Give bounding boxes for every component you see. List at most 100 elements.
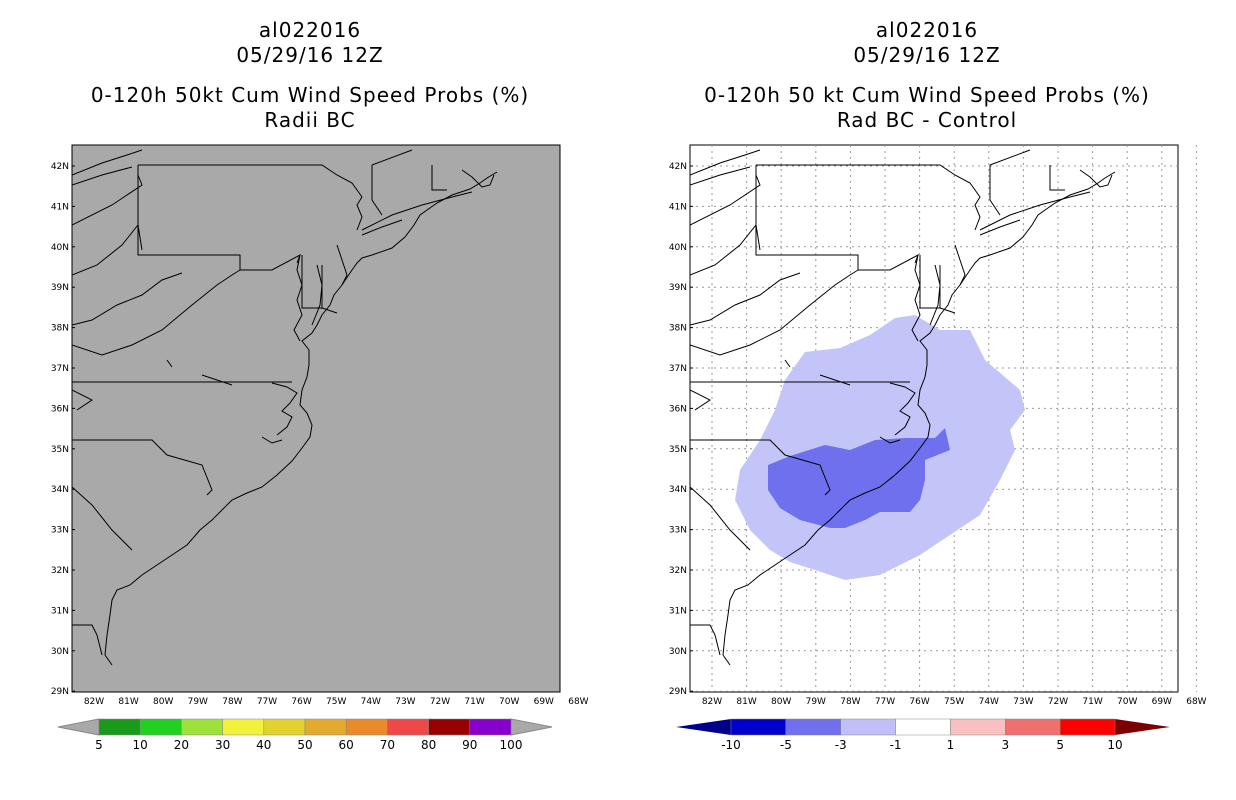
left-panel-titles: al022016 05/29/16 12Z 0-120h 50kt Cum Wi… <box>60 18 560 133</box>
colorbar-label: 60 <box>339 738 354 752</box>
lat-label: 41N <box>51 202 69 212</box>
lat-label: 33N <box>51 526 69 536</box>
lon-label: 79W <box>806 697 826 707</box>
lon-label: 74W <box>979 697 999 707</box>
colorbar-swatch <box>1059 718 1116 736</box>
lat-label: 39N <box>669 283 687 293</box>
right-storm-id: al022016 <box>875 18 979 42</box>
lon-label: 77W <box>257 697 277 707</box>
lat-label: 29N <box>669 687 687 697</box>
lon-label: 71W <box>464 697 484 707</box>
left-colorbar: 5 10 20 30 40 50 60 70 80 90 100 <box>57 718 553 752</box>
colorbar-label: 10 <box>133 738 148 752</box>
colorbar-swatch <box>139 718 182 736</box>
left-lon-labels: 82W 81W 80W 79W 78W 77W 76W 75W 74W 73W 72W 71W 70W 6… <box>84 697 589 707</box>
colorbar-label: -10 <box>721 738 741 752</box>
right-colorbar: -10 -5 -3 -1 1 3 5 10 <box>676 718 1170 752</box>
lon-label: 79W <box>188 697 208 707</box>
colorbar-swatch <box>181 718 223 736</box>
lon-label: 69W <box>1152 697 1172 707</box>
lat-label: 41N <box>669 202 687 212</box>
right-lon-labels: 82W 81W 80W 79W 78W 77W 76W 75W 74W 73W 72W 71W 70W 6… <box>702 697 1207 707</box>
colorbar-swatch <box>304 718 347 736</box>
left-subtitle: Radii BC <box>264 108 356 132</box>
lat-label: 35N <box>51 445 69 455</box>
colorbar-label: 30 <box>215 738 230 752</box>
lat-label: 34N <box>669 485 687 495</box>
lat-label: 40N <box>51 243 69 253</box>
lat-label: 37N <box>51 364 69 374</box>
lon-label: 70W <box>499 697 519 707</box>
lon-label: 82W <box>84 697 104 707</box>
lon-label: 80W <box>153 697 173 707</box>
lat-label: 38N <box>669 324 687 334</box>
lon-label: 82W <box>702 697 722 707</box>
lat-label: 30N <box>669 647 687 657</box>
lat-label: 33N <box>669 526 687 536</box>
right-panel-titles: al022016 05/29/16 12Z 0-120h 50 kt Cum W… <box>677 18 1177 133</box>
lon-label: 68W <box>1186 697 1206 707</box>
lon-label: 77W <box>875 697 895 707</box>
colorbar-label: 80 <box>421 738 436 752</box>
lat-label: 35N <box>669 445 687 455</box>
lon-label: 72W <box>430 697 450 707</box>
colorbar-swatch <box>387 718 429 736</box>
lon-label: 73W <box>395 697 415 707</box>
left-map: 42N 41N 40N 39N 38N 37N 36N 35N 34N 33N 32N 31N 30N 2… <box>51 144 589 707</box>
left-lat-labels: 42N 41N 40N 39N 38N 37N 36N 35N 34N 33N 32N 31N 30N 2… <box>51 162 75 697</box>
lat-label: 31N <box>51 606 69 616</box>
colorbar-label: -1 <box>890 738 902 752</box>
colorbar-swatch <box>98 718 141 736</box>
lat-label: 40N <box>669 243 687 253</box>
colorbar-swatch <box>1005 718 1061 736</box>
colorbar-label: 50 <box>297 738 312 752</box>
colorbar-swatch <box>950 718 1006 736</box>
colorbar-label: 10 <box>1107 738 1122 752</box>
lat-label: 38N <box>51 324 69 334</box>
lat-label: 34N <box>51 485 69 495</box>
lat-label: 30N <box>51 647 69 657</box>
lon-label: 81W <box>736 697 756 707</box>
lon-label: 72W <box>1048 697 1068 707</box>
right-datetime: 05/29/16 12Z <box>853 43 1001 67</box>
colorbar-swatch <box>840 718 896 736</box>
lat-label: 39N <box>51 283 69 293</box>
lon-label: 78W <box>840 697 860 707</box>
lon-label: 70W <box>1117 697 1137 707</box>
colorbar-swatch <box>730 718 787 736</box>
lon-label: 71W <box>1082 697 1102 707</box>
lon-label: 75W <box>944 697 964 707</box>
colorbar-label: 5 <box>1056 738 1064 752</box>
right-colorbar-low-arrow <box>676 719 731 735</box>
right-title: 0-120h 50 kt Cum Wind Speed Probs (%) <box>704 83 1150 107</box>
right-subtitle: Rad BC - Control <box>836 108 1018 132</box>
lat-label: 32N <box>669 566 687 576</box>
colorbar-label: 100 <box>500 738 523 752</box>
colorbar-swatch <box>895 718 951 736</box>
lon-label: 73W <box>1013 697 1033 707</box>
lat-label: 42N <box>669 162 687 172</box>
lon-label: 69W <box>534 697 554 707</box>
colorbar-label: -3 <box>835 738 847 752</box>
colorbar-label: 20 <box>174 738 189 752</box>
colorbar-label: -5 <box>780 738 792 752</box>
colorbar-swatch <box>428 718 471 736</box>
left-colorbar-high-arrow <box>510 718 553 736</box>
lat-label: 29N <box>51 687 69 697</box>
left-colorbar-low-arrow <box>57 718 100 736</box>
colorbar-swatch <box>345 718 388 736</box>
left-map-background <box>71 144 561 693</box>
lon-label: 81W <box>118 697 138 707</box>
right-colorbar-high-arrow <box>1115 719 1170 735</box>
left-title: 0-120h 50kt Cum Wind Speed Probs (%) <box>90 83 530 107</box>
difference-region-medium <box>768 428 950 528</box>
colorbar-label: 3 <box>1001 738 1009 752</box>
lat-label: 31N <box>669 606 687 616</box>
lat-label: 37N <box>669 364 687 374</box>
colorbar-swatch <box>785 718 841 736</box>
lat-label: 32N <box>51 566 69 576</box>
lon-label: 80W <box>771 697 791 707</box>
lon-label: 74W <box>361 697 381 707</box>
left-datetime: 05/29/16 12Z <box>236 43 384 67</box>
